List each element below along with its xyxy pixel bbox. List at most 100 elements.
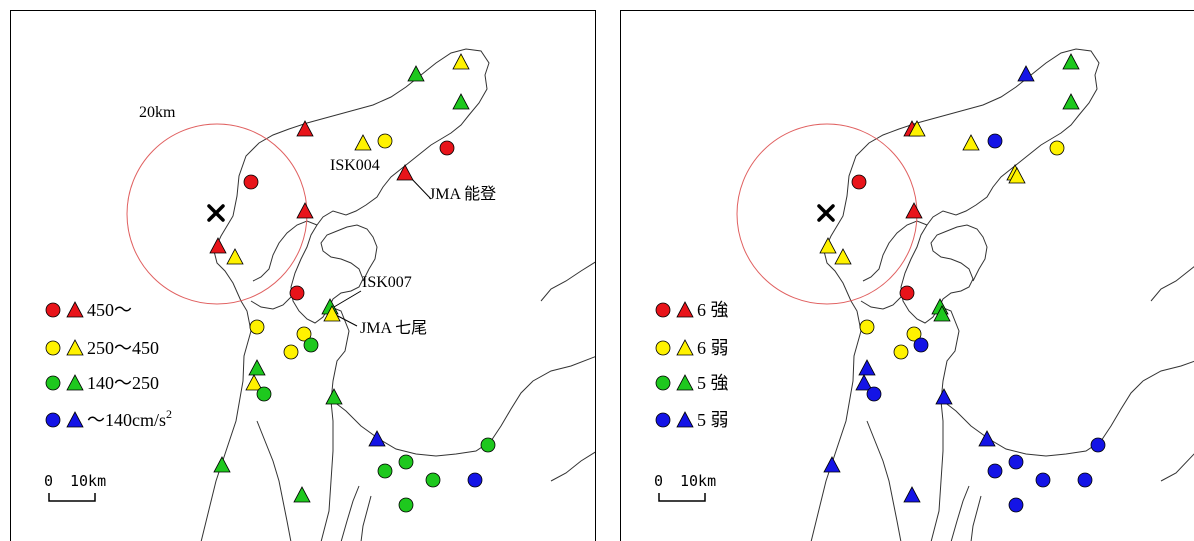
station-triangle-blue	[935, 388, 953, 405]
station-circle-blue	[1090, 437, 1106, 453]
station-triangle-yellow	[323, 305, 341, 322]
legend-item-red: 450～	[45, 300, 132, 320]
station-circle-green	[377, 463, 393, 479]
station-triangle-red	[296, 120, 314, 137]
station-triangle-green	[407, 65, 425, 82]
station-circle-green	[256, 386, 272, 402]
right-map-panel: 6 強 6 弱 5 強 5 弱 0 10km	[620, 10, 1194, 541]
station-circle-blue	[1008, 454, 1024, 470]
legend-triangle-yellow	[66, 339, 84, 356]
scale-zero: 0	[44, 472, 53, 490]
epicenter-cross-icon	[207, 204, 225, 222]
station-circle-red	[851, 174, 867, 190]
legend-circle-blue	[45, 412, 61, 428]
station-circle-blue	[1035, 472, 1051, 488]
legend-triangle-green	[676, 374, 694, 391]
legend-item-6-strong: 6 強	[655, 300, 729, 320]
station-triangle-blue	[1017, 65, 1035, 82]
station-circle-blue	[987, 463, 1003, 479]
legend-label-red: 450～	[87, 300, 132, 320]
station-label-jma-noto: JMA 能登	[429, 185, 496, 203]
legend-label-6-weak: 6 弱	[697, 338, 729, 358]
scale-label: 10km	[680, 472, 716, 490]
station-triangle-yellow	[452, 53, 470, 70]
station-label-isk004: ISK004	[330, 157, 380, 174]
legend-triangle-yellow	[676, 339, 694, 356]
station-triangle-yellow	[1008, 167, 1026, 184]
station-triangle-green	[452, 93, 470, 110]
legend-circle-yellow	[655, 340, 671, 356]
station-circle-green	[303, 337, 319, 353]
coastline	[200, 48, 595, 541]
station-circle-blue	[866, 386, 882, 402]
station-triangle-blue	[368, 430, 386, 447]
station-triangle-green	[1062, 53, 1080, 70]
station-triangle-green	[933, 305, 951, 322]
station-circle-blue	[1077, 472, 1093, 488]
station-circle-yellow	[377, 133, 393, 149]
legend-circle-red	[45, 302, 61, 318]
station-circle-green	[480, 437, 496, 453]
legend-item-green: 140～250	[45, 373, 159, 393]
scale-label: 10km	[70, 472, 106, 490]
station-circle-red	[243, 174, 259, 190]
station-circle-blue	[987, 133, 1003, 149]
scale-bar: 0 10km	[654, 472, 716, 502]
station-triangle-green	[213, 456, 231, 473]
station-triangle-green	[325, 388, 343, 405]
station-circle-red	[289, 285, 305, 301]
station-circle-yellow	[249, 319, 265, 335]
legend-item-6-weak: 6 弱	[655, 338, 729, 358]
epicenter-cross-icon	[817, 204, 835, 222]
radius-label: 20km	[139, 104, 176, 121]
station-circle-yellow	[283, 344, 299, 360]
station-triangle-yellow	[354, 134, 372, 151]
legend-item-5-strong: 5 強	[655, 373, 729, 393]
station-triangle-red	[209, 237, 227, 254]
station-label-isk007: ISK007	[362, 274, 412, 291]
station-circle-blue	[913, 337, 929, 353]
station-circle-green	[425, 472, 441, 488]
station-label-jma-nanao: JMA 七尾	[360, 319, 427, 337]
coastline	[810, 48, 1194, 541]
station-triangle-yellow	[908, 120, 926, 137]
station-markers	[209, 53, 496, 513]
legend-triangle-blue	[676, 411, 694, 428]
station-triangle-blue	[858, 359, 876, 376]
legend-label-6-strong: 6 強	[697, 300, 729, 320]
station-circle-blue	[1008, 497, 1024, 513]
legend-label-green: 140～250	[87, 373, 159, 393]
station-triangle-yellow	[834, 248, 852, 265]
station-circle-red	[439, 140, 455, 156]
legend-label-5-strong: 5 強	[697, 373, 729, 393]
station-circle-yellow	[1049, 140, 1065, 156]
legend-label-5-weak: 5 弱	[697, 410, 729, 430]
left-map-panel: 20km ISK004 JMA 能登 ISK007 JMA 七尾 450～	[10, 10, 596, 541]
station-circle-yellow	[893, 344, 909, 360]
station-triangle-green	[248, 359, 266, 376]
legend-circle-yellow	[45, 340, 61, 356]
station-circle-yellow	[296, 326, 312, 342]
station-triangle-red	[905, 202, 923, 219]
scale-zero: 0	[654, 472, 663, 490]
station-markers	[819, 53, 1106, 513]
legend-triangle-red	[676, 301, 694, 318]
station-triangle-green	[293, 486, 311, 503]
label-leaders	[333, 175, 432, 327]
station-triangle-green	[1062, 93, 1080, 110]
legend-label-yellow: 250～450	[87, 338, 159, 358]
legend-triangle-red	[66, 301, 84, 318]
station-triangle-yellow	[226, 248, 244, 265]
station-triangle-yellow	[819, 237, 837, 254]
station-triangle-blue	[978, 430, 996, 447]
legend-item-blue: ～140cm/s2	[45, 407, 172, 430]
legend: 450～ 250～450 140～250 ～140cm/s2	[45, 300, 172, 430]
legend-triangle-green	[66, 374, 84, 391]
legend: 6 強 6 弱 5 強 5 弱	[655, 300, 729, 430]
station-triangle-blue	[903, 486, 921, 503]
station-circle-yellow	[906, 326, 922, 342]
station-triangle-yellow	[962, 134, 980, 151]
legend-triangle-blue	[66, 411, 84, 428]
scale-bar: 0 10km	[44, 472, 106, 502]
legend-circle-green	[45, 375, 61, 391]
